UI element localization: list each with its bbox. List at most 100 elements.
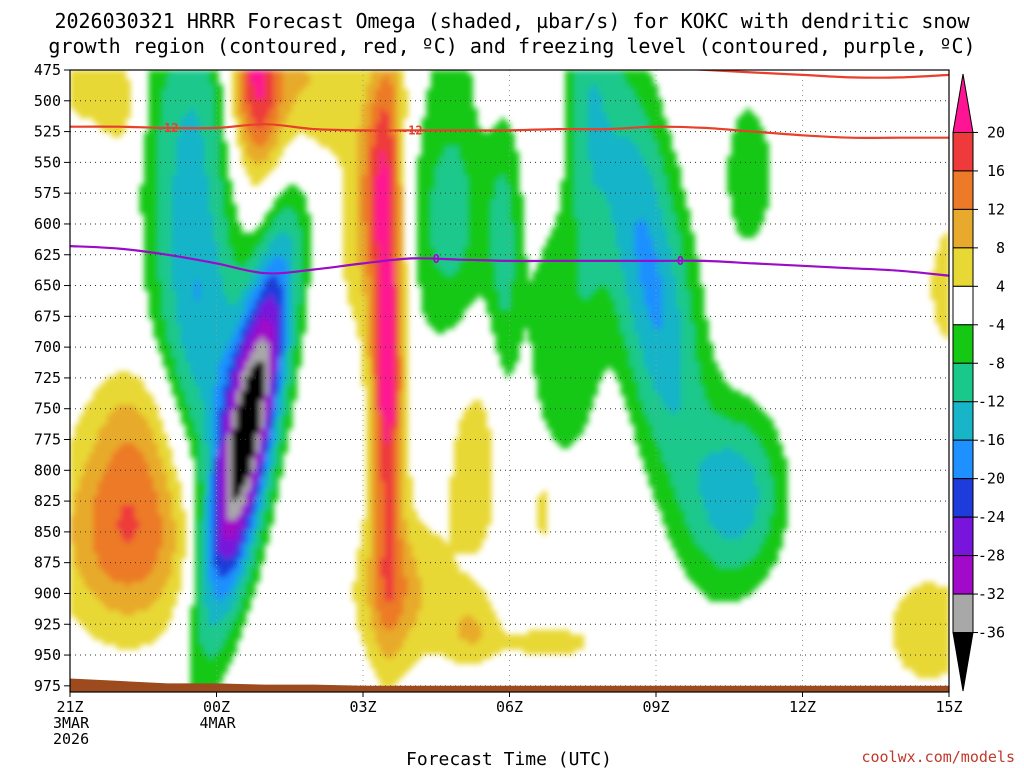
omega-cell [185, 98, 191, 105]
omega-cell [208, 629, 215, 636]
omega-cell [264, 304, 270, 310]
omega-cell [227, 285, 233, 291]
omega-cell [278, 218, 284, 224]
omega-cell [250, 467, 256, 473]
omega-cell [162, 223, 168, 229]
omega-cell [245, 156, 252, 162]
omega-cell [83, 562, 90, 569]
omega-cell [181, 294, 187, 301]
omega-cell [208, 625, 215, 631]
omega-cell [352, 203, 358, 210]
omega-cell [125, 538, 131, 545]
omega-cell [185, 103, 191, 109]
omega-cell [292, 113, 298, 119]
omega-cell [282, 385, 289, 392]
omega-cell [352, 74, 358, 81]
omega-cell [236, 70, 242, 76]
omega-cell [356, 567, 363, 573]
omega-cell [347, 165, 353, 172]
omega-cell [366, 534, 372, 540]
omega-cell [342, 227, 349, 234]
omega-cell [245, 270, 252, 277]
omega-cell [347, 98, 353, 105]
omega-cell [356, 165, 363, 172]
omega-cell [153, 500, 159, 506]
omega-cell [287, 127, 293, 133]
omega-cell [116, 481, 122, 487]
omega-cell [74, 476, 80, 483]
omega-cell [199, 266, 205, 272]
omega-cell [347, 132, 353, 138]
omega-cell [241, 275, 247, 282]
omega-cell [245, 577, 252, 583]
omega-cell [93, 486, 99, 492]
omega-cell [366, 337, 372, 344]
omega-cell [356, 304, 363, 310]
omega-cell [296, 323, 302, 329]
omega-cell [264, 452, 270, 459]
omega-cell [208, 113, 215, 119]
omega-cell [250, 337, 256, 344]
omega-cell [245, 481, 252, 487]
omega-cell [213, 242, 219, 248]
omega-cell [222, 625, 228, 631]
omega-cell [107, 409, 113, 416]
omega-cell [93, 596, 99, 602]
omega-cell [213, 275, 219, 282]
omega-cell [356, 213, 363, 219]
omega-cell [194, 165, 201, 172]
omega-cell [278, 299, 284, 306]
omega-cell [176, 548, 182, 554]
omega-cell [250, 266, 256, 272]
omega-cell [190, 625, 196, 631]
omega-cell [231, 314, 238, 320]
omega-cell [370, 103, 376, 109]
omega-cell [139, 567, 145, 573]
omega-cell [120, 74, 127, 81]
omega-cell [370, 232, 376, 239]
omega-cell [231, 519, 238, 526]
omega-cell [305, 98, 312, 105]
omega-cell [366, 438, 372, 444]
omega-cell [144, 596, 150, 602]
omega-cell [218, 625, 224, 631]
omega-cell [111, 424, 117, 430]
omega-cell [222, 342, 228, 349]
omega-cell [250, 333, 256, 339]
omega-cell [259, 381, 265, 387]
omega-cell [208, 644, 215, 650]
omega-cell [287, 294, 293, 301]
omega-cell [102, 385, 108, 392]
omega-cell [338, 84, 344, 90]
omega-cell [157, 481, 164, 487]
omega-cell [199, 601, 205, 607]
omega-cell [236, 376, 242, 382]
omega-cell [153, 79, 159, 85]
omega-cell [120, 113, 127, 119]
omega-cell [199, 625, 205, 631]
omega-cell [185, 357, 191, 363]
omega-cell [250, 103, 256, 109]
omega-cell [241, 591, 247, 597]
omega-cell [148, 203, 154, 210]
omega-cell [181, 395, 187, 401]
omega-cell [356, 596, 363, 602]
omega-cell [125, 553, 131, 559]
omega-cell [88, 424, 94, 430]
omega-cell [245, 328, 252, 334]
omega-cell [107, 452, 113, 459]
omega-cell [194, 242, 201, 248]
omega-cell [292, 261, 298, 267]
omega-cell [107, 543, 113, 550]
omega-cell [268, 467, 275, 473]
omega-cell [70, 591, 76, 597]
omega-cell [296, 333, 302, 339]
omega-cell [208, 323, 215, 329]
omega-cell [222, 352, 228, 358]
omega-cell [190, 84, 196, 90]
omega-cell [245, 93, 252, 100]
omega-cell [241, 160, 247, 167]
omega-cell [181, 400, 187, 406]
omega-cell [222, 242, 228, 248]
omega-cell [213, 524, 219, 530]
